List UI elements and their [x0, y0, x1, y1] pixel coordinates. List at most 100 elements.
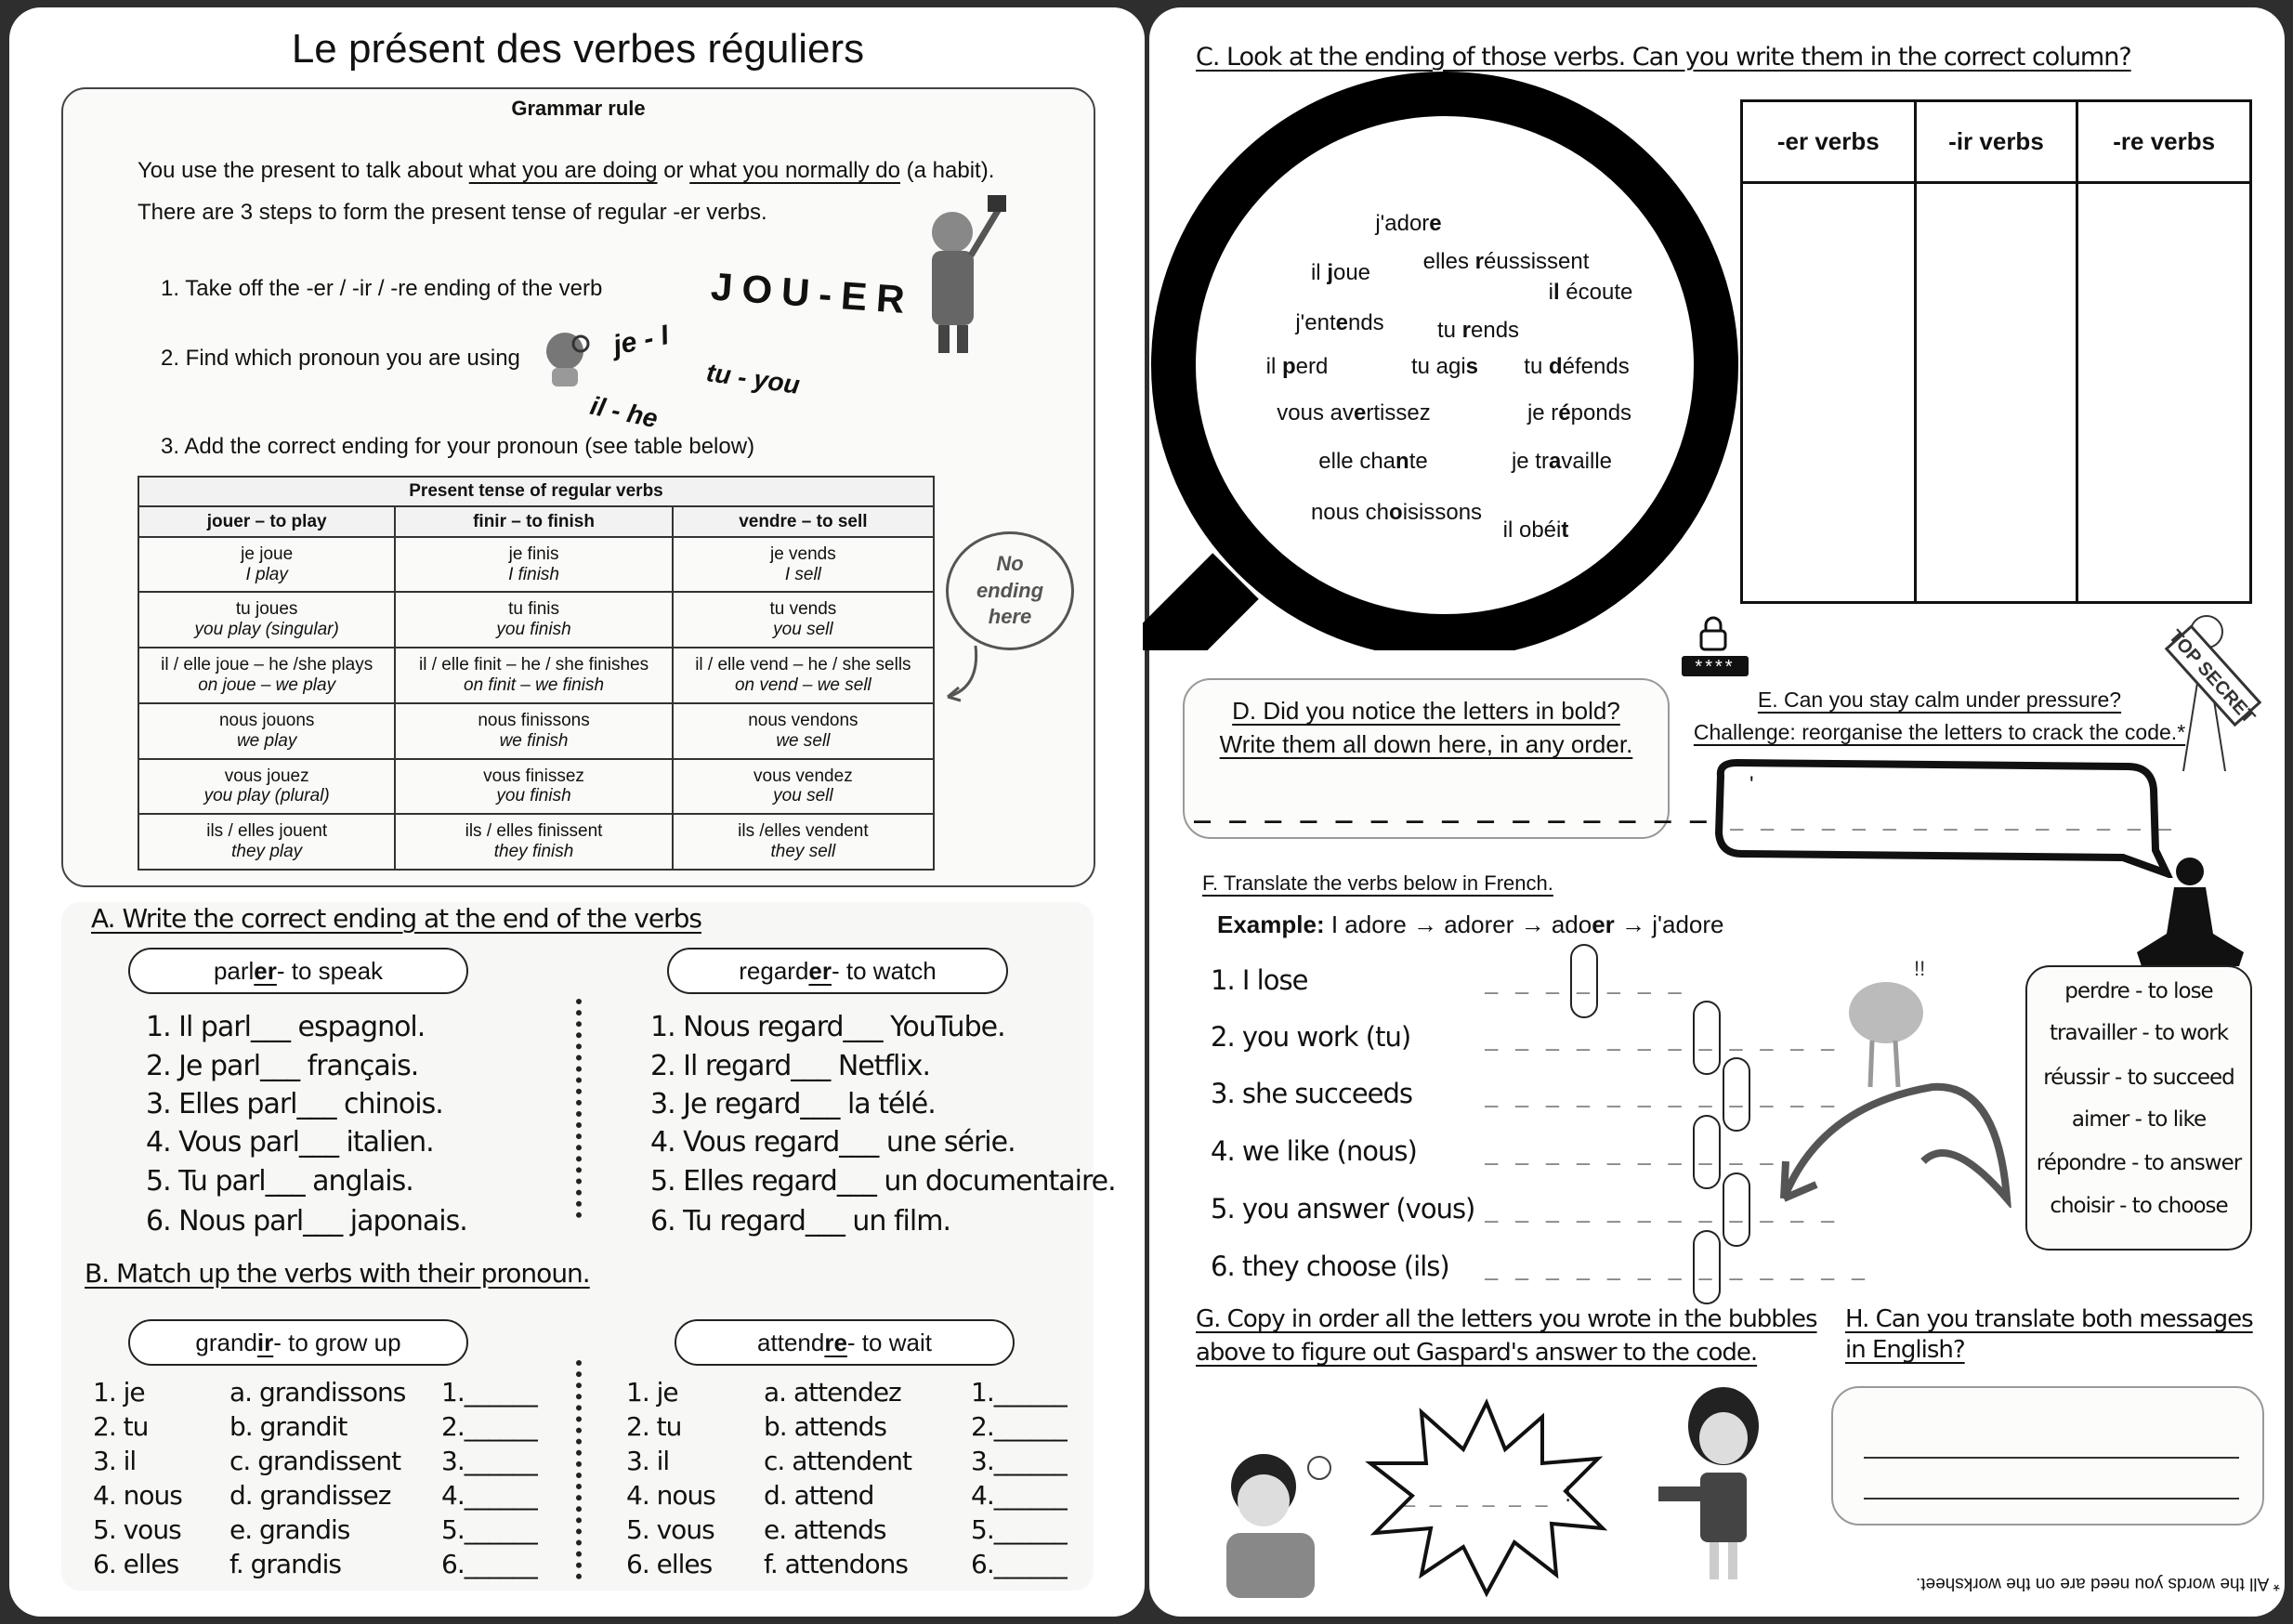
word-text: tu — [1436, 318, 1462, 343]
speech-apostrophe: ' — [1749, 772, 1754, 797]
translation: on joue – we play — [198, 674, 336, 695]
table-cell: vous vendez you sell — [671, 757, 936, 816]
translation-blanks[interactable]: _ _ _ _ _ _ _ — [1485, 968, 1684, 994]
word-text: j'ent — [1295, 310, 1336, 335]
match-blank[interactable]: 2.______ — [441, 1411, 538, 1442]
conjugation: ils / elles jouent — [206, 821, 328, 842]
answer-cell[interactable] — [1740, 181, 1917, 604]
col-ir: -ir verbs — [1913, 99, 2079, 184]
translation-prompt: 2. you work (tu) — [1211, 1021, 1411, 1053]
translation: they sell — [770, 842, 836, 862]
match-blank[interactable]: 4.______ — [971, 1480, 1068, 1511]
lock-code: **** — [1682, 656, 1749, 677]
text: parl — [213, 956, 255, 985]
translation-blanks[interactable]: _ _ _ _ _ _ _ _ _ _ — [1485, 1139, 1775, 1165]
word-text: nous ch — [1310, 500, 1390, 525]
grammar-rule-heading: Grammar rule — [511, 97, 646, 120]
word-text: vous av — [1277, 400, 1355, 426]
letter-bubble[interactable] — [1723, 1172, 1751, 1247]
text: - to speak — [276, 956, 384, 985]
gaspard-answer-blanks[interactable]: _ _ _ _ _ _ ! — [1403, 1484, 1576, 1507]
section-h-line1: H. Can you translate both messages — [1845, 1305, 2254, 1333]
word-text: i — [1548, 280, 1553, 305]
match-blank[interactable]: 2.______ — [971, 1411, 1068, 1442]
text: or — [657, 158, 690, 183]
word-text: il — [1310, 260, 1328, 285]
answer-line[interactable] — [1864, 1498, 2239, 1500]
translation: they play — [231, 842, 303, 862]
code-blanks[interactable]: _ _ _ _ _ _ _ _ _ _ _ _ _ _ _ — [1730, 805, 2174, 831]
match-item: 5. vous — [626, 1514, 715, 1545]
verb-word: elles réussissent — [1423, 249, 1590, 275]
word-text: elles — [1422, 249, 1475, 274]
verb-word: il joue — [1311, 260, 1370, 286]
match-item: 6. elles — [626, 1549, 713, 1579]
match-blank[interactable]: 6.______ — [441, 1549, 538, 1579]
translation-blanks[interactable]: _ _ _ _ _ _ _ _ _ _ _ _ — [1485, 1081, 1837, 1107]
translation: we play — [236, 730, 297, 751]
text: → j'adore — [1614, 910, 1724, 938]
step-3: 3. Add the correct ending for your prono… — [161, 434, 755, 459]
letter-bubble[interactable] — [1692, 1115, 1721, 1189]
translation-blanks[interactable]: _ _ _ _ _ _ _ _ _ _ _ _ _ — [1485, 1254, 1867, 1280]
match-blank[interactable]: 1.______ — [971, 1377, 1068, 1408]
verb-columns-table[interactable]: -er verbs -ir verbs -re verbs — [1740, 99, 2252, 604]
conjugation: tu vends — [769, 599, 837, 620]
match-item: 3. il — [93, 1446, 137, 1476]
match-blank[interactable]: 1.______ — [441, 1377, 538, 1408]
exercise-item: 3. Elles parl___ chinois. — [146, 1088, 444, 1120]
bold-letter: o — [1389, 500, 1403, 525]
translation-blanks[interactable]: _ _ _ _ _ _ _ _ _ _ _ _ — [1485, 1197, 1837, 1223]
match-blank[interactable]: 4.______ — [441, 1480, 538, 1511]
text: (a habit). — [900, 158, 995, 183]
match-blank[interactable]: 6.______ — [971, 1549, 1068, 1579]
translation: you play (singular) — [194, 620, 339, 640]
translation: we sell — [776, 730, 831, 751]
word-text: il obéi — [1502, 517, 1562, 543]
col-header: vendre – to sell — [671, 505, 936, 538]
letter-bubble[interactable] — [1723, 1057, 1751, 1132]
exercise-item: 4. Vous parl___ italien. — [146, 1126, 435, 1159]
table-cell: je finis I finish — [394, 535, 674, 594]
no-ending-note: No ending here — [946, 531, 1074, 650]
col-header: jouer – to play — [137, 505, 397, 538]
match-item: d. grandissez — [229, 1480, 391, 1511]
translation: we finish — [499, 730, 569, 751]
letter-bubble[interactable] — [1692, 1230, 1721, 1304]
thinking-kid-illustration — [546, 333, 590, 386]
match-blank[interactable]: 5.______ — [441, 1514, 538, 1545]
letter-bubble[interactable] — [1692, 1001, 1721, 1075]
letter-bubble[interactable] — [1570, 944, 1599, 1018]
bold-letter: a — [1548, 449, 1562, 474]
bold-letter: r — [1474, 249, 1484, 274]
verb-word: il écoute — [1549, 280, 1633, 306]
answer-cell[interactable] — [2076, 181, 2252, 604]
translation-box[interactable] — [1831, 1386, 2264, 1526]
section-d-box[interactable] — [1183, 678, 1670, 839]
match-item: 6. elles — [93, 1549, 179, 1579]
translation: on vend – we sell — [734, 674, 871, 695]
text: Example: — [1217, 910, 1325, 938]
word-text: te — [1409, 449, 1428, 474]
text: - to wait — [846, 1328, 932, 1356]
exercise-item: 6. Nous parl___ japonais. — [146, 1205, 468, 1238]
svg-text:!!: !! — [1914, 957, 1925, 980]
translation: you finish — [496, 620, 571, 640]
text: attend — [757, 1328, 825, 1356]
word-text: elle cha — [1318, 449, 1396, 474]
match-blank[interactable]: 3.______ — [441, 1446, 538, 1476]
match-blank[interactable]: 5.______ — [971, 1514, 1068, 1545]
match-item: a. grandissons — [229, 1377, 406, 1408]
translation: you sell — [773, 620, 833, 640]
table-row: je joue I play je finis I finish je vends I s… — [137, 535, 936, 594]
text: er — [254, 956, 277, 985]
translation-blanks[interactable]: _ _ _ _ _ _ _ _ _ _ _ _ — [1485, 1025, 1837, 1051]
section-g-line1: G. Copy in order all the letters you wro… — [1196, 1305, 1818, 1333]
table-cell: je joue I play — [137, 535, 397, 594]
answer-cell[interactable] — [1913, 181, 2079, 604]
match-item: 2. tu — [93, 1411, 149, 1442]
magnifying-glass-icon — [1143, 72, 1738, 650]
table-cell: il / elle joue – he /she plays on joue – … — [137, 647, 397, 704]
answer-line[interactable] — [1864, 1457, 2239, 1459]
match-blank[interactable]: 3.______ — [971, 1446, 1068, 1476]
